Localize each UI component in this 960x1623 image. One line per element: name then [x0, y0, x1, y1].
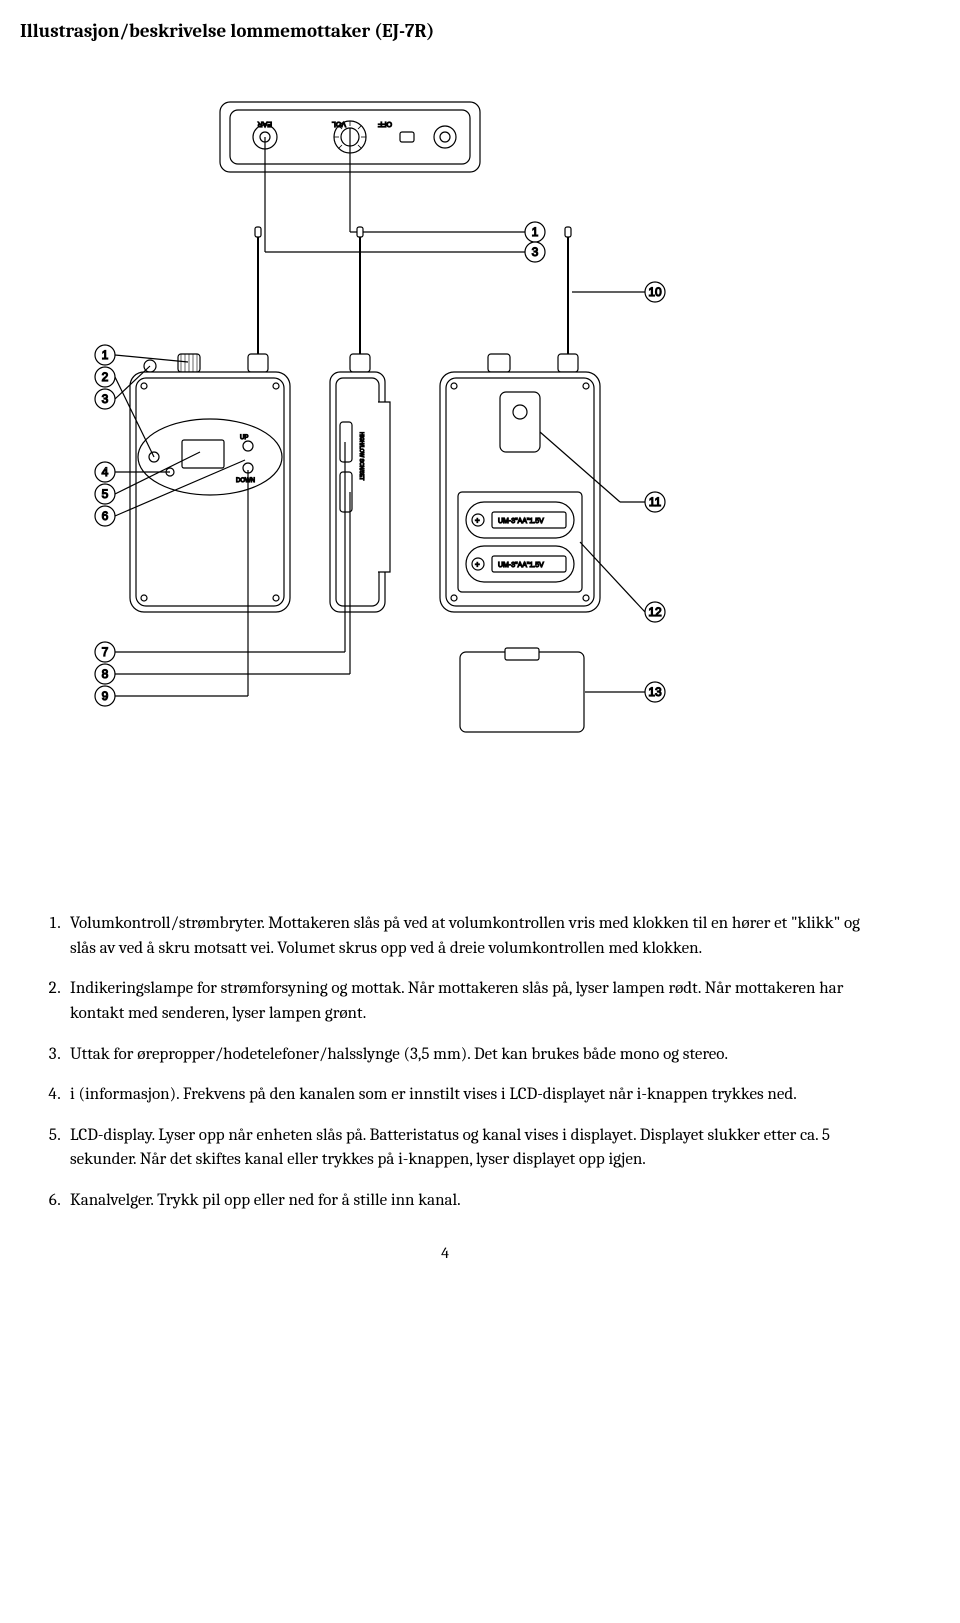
svg-text:9: 9	[102, 689, 109, 703]
svg-text:4: 4	[102, 465, 109, 479]
svg-text:10: 10	[648, 285, 662, 299]
svg-text:6: 6	[102, 509, 109, 523]
svg-text:HIGH/LOW SCN/SET: HIGH/LOW SCN/SET	[358, 432, 364, 480]
svg-text:8: 8	[102, 667, 109, 681]
side-view: HIGH/LOW SCN/SET	[330, 227, 390, 612]
svg-text:EAR: EAR	[258, 120, 272, 127]
back-view: + + UM-3"AA"1.5V UM-3"AA"1.5V	[440, 227, 600, 612]
front-view: UP DOWN	[130, 227, 290, 612]
svg-text:7: 7	[102, 645, 109, 659]
diagram-svg: EAR VOL OFF	[20, 72, 720, 872]
list-item: LCD-display. Lyser opp når enheten slås …	[64, 1124, 870, 1173]
battery-cover	[460, 648, 584, 732]
list-item: Uttak for ørepropper/hodetelefoner/halss…	[64, 1043, 870, 1068]
svg-text:+: +	[475, 516, 480, 525]
svg-text:OFF: OFF	[378, 120, 392, 127]
svg-text:5: 5	[102, 487, 109, 501]
svg-text:UP: UP	[240, 435, 248, 441]
list-item: i (informasjon). Frekvens på den kanalen…	[64, 1083, 870, 1108]
svg-text:+: +	[475, 560, 480, 569]
list-item: Kanalvelger. Trykk pil opp eller ned for…	[64, 1189, 870, 1214]
svg-text:UM-3"AA"1.5V: UM-3"AA"1.5V	[498, 518, 544, 525]
svg-text:2: 2	[102, 370, 109, 384]
svg-text:11: 11	[649, 495, 662, 509]
svg-text:1: 1	[532, 225, 539, 239]
svg-text:3: 3	[532, 245, 539, 259]
svg-text:3: 3	[102, 392, 109, 406]
device-diagram: EAR VOL OFF	[20, 72, 870, 872]
page-title: Illustrasjon/beskrivelse lommemottaker (…	[20, 20, 870, 42]
page-number: 4	[20, 1244, 870, 1262]
list-item: Indikeringslampe for strømforsyning og m…	[64, 977, 870, 1026]
description-list: Volumkontroll/strømbryter. Mottakeren sl…	[20, 912, 870, 1214]
list-item: Volumkontroll/strømbryter. Mottakeren sl…	[64, 912, 870, 961]
svg-text:DOWN: DOWN	[236, 478, 255, 484]
svg-text:1: 1	[102, 348, 109, 362]
svg-text:VOL: VOL	[332, 120, 346, 127]
svg-text:12: 12	[648, 605, 662, 619]
svg-text:UM-3"AA"1.5V: UM-3"AA"1.5V	[498, 562, 544, 569]
svg-text:13: 13	[648, 685, 662, 699]
